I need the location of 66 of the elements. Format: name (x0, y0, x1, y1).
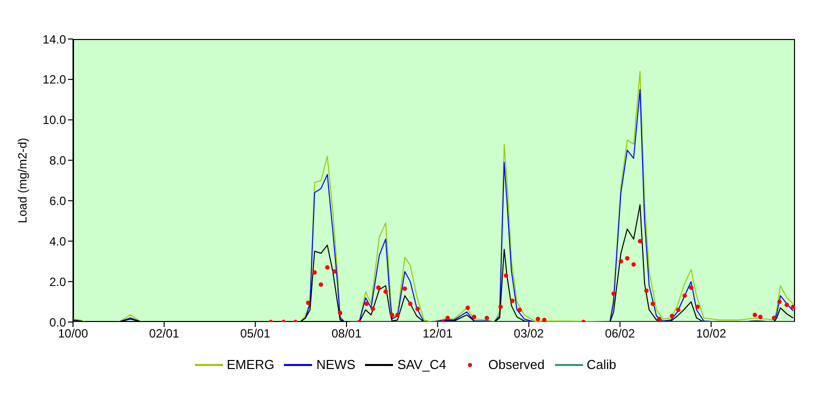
point (542, 318, 547, 322)
point (625, 256, 630, 261)
point (682, 294, 687, 298)
point (318, 282, 324, 287)
x-tick-label: 12/01 (422, 326, 453, 341)
point (484, 316, 490, 320)
point (472, 314, 476, 320)
point (644, 288, 649, 293)
point (504, 273, 508, 278)
legend-label: Calib (586, 357, 616, 372)
point (611, 292, 616, 296)
point (638, 238, 642, 244)
x-tick-label: 02/01 (149, 326, 180, 341)
point (631, 262, 636, 267)
point (415, 306, 420, 312)
point (517, 308, 522, 312)
point (402, 286, 408, 291)
point (466, 306, 470, 310)
point (364, 302, 369, 306)
y-tick-label: 6.0 (49, 194, 66, 208)
x-tick-label: 10/00 (58, 326, 88, 341)
y-tick-label: 0.0 (49, 315, 66, 330)
point (670, 314, 674, 318)
x-tick-label: 10/02 (696, 326, 726, 341)
point (306, 300, 310, 305)
point (498, 304, 503, 310)
y-tick-label: 10.0 (42, 113, 66, 128)
point (618, 259, 624, 264)
legend-label: Observed (488, 357, 545, 372)
x-tick-label: 08/01 (331, 326, 362, 341)
point (312, 270, 317, 275)
legend-label: NEWS (316, 357, 356, 372)
point (758, 314, 763, 320)
y-tick-label: 8.0 (49, 154, 66, 168)
point (772, 316, 776, 320)
point (790, 304, 795, 310)
point (408, 302, 412, 306)
x-tick-label: 05/01 (240, 326, 271, 341)
y-axis-title: Load (mg/m2-d) (15, 138, 30, 224)
x-tick-label: 03/02 (514, 326, 544, 341)
legend-label: SAV_C4 (397, 357, 446, 372)
y-tick-label: 14.0 (42, 32, 66, 46)
point (676, 308, 681, 312)
point (777, 300, 782, 304)
point (784, 302, 789, 308)
point (338, 310, 342, 316)
point (536, 316, 540, 322)
point (383, 289, 388, 294)
point (695, 304, 700, 310)
point (325, 265, 330, 270)
point (445, 316, 450, 320)
point (656, 316, 662, 322)
x-tick-label: 06/02 (604, 326, 636, 341)
point (650, 302, 655, 306)
y-tick-label: 12.0 (42, 72, 66, 87)
y-tick-label: 2.0 (49, 274, 66, 289)
point (390, 312, 394, 318)
point (376, 285, 381, 290)
point (510, 298, 515, 303)
legend-label: EMERG (226, 357, 274, 372)
point (370, 306, 376, 312)
point (395, 312, 400, 318)
point (688, 285, 694, 290)
y-tick-label: 4.0 (49, 234, 66, 248)
point (752, 312, 758, 318)
point (332, 269, 337, 274)
